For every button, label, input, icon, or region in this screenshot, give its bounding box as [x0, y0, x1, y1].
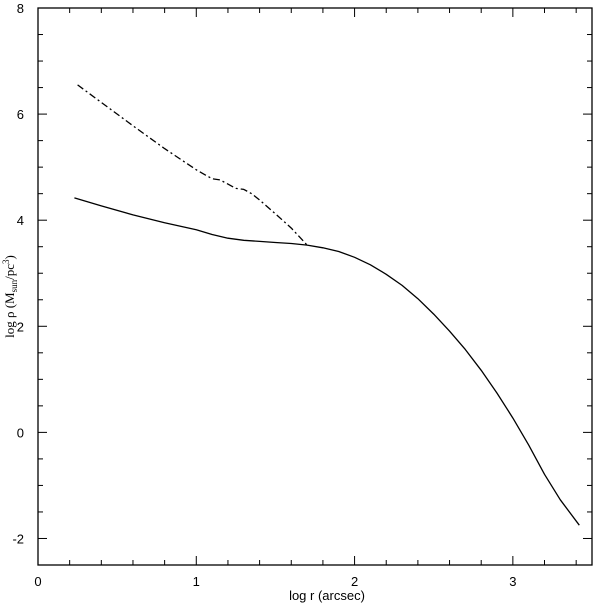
y-tick-label: -2 [12, 531, 24, 546]
series-line-solid [74, 197, 580, 526]
y-axis-label-middle: /pc [2, 264, 17, 280]
x-tick-label: 0 [34, 574, 41, 589]
y-axis-label-subscript: sun [9, 279, 19, 292]
x-tick-label: 1 [193, 574, 200, 589]
y-axis-label: log ρ (Msun/pc3) [1, 255, 19, 338]
y-tick-label: 4 [17, 213, 24, 228]
axis-ticks [37, 7, 592, 566]
y-tick-label: 8 [17, 1, 24, 16]
y-tick-label: 2 [17, 319, 24, 334]
x-tick-label: 3 [509, 574, 516, 589]
y-tick-label: 0 [17, 425, 24, 440]
plot-lines [74, 84, 580, 526]
y-axis-label-prefix: log ρ (M [2, 292, 17, 338]
plot-frame [37, 7, 593, 566]
x-tick-label: 2 [351, 574, 358, 589]
y-axis-label-suffix: ) [2, 255, 17, 259]
x-axis-label: log r (arcsec) [289, 588, 365, 603]
series-line-dashdot [77, 84, 308, 246]
tick-labels: 0 1 2 3 -2 0 2 4 6 8 [12, 1, 516, 589]
y-axis-label-superscript: 3 [1, 259, 11, 264]
y-tick-label: 6 [17, 107, 24, 122]
